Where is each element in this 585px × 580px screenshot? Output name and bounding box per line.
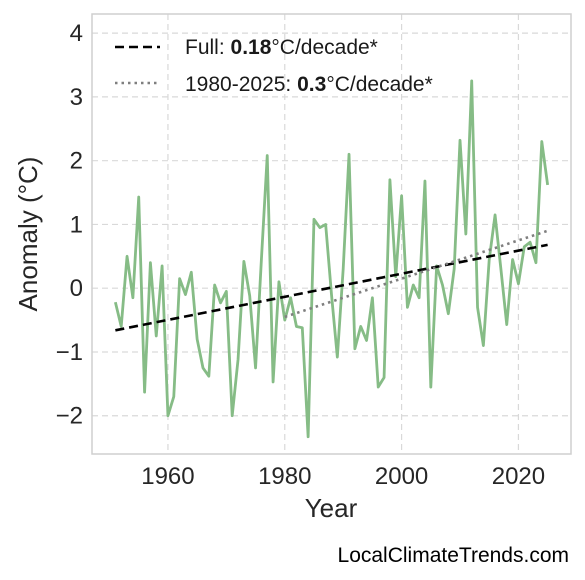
legend-recent-suffix: °C/decade* xyxy=(326,73,432,96)
y-axis-ticks: −2 −1 0 1 2 3 4 xyxy=(56,20,83,430)
grid xyxy=(92,14,571,454)
series-line-trend-recent xyxy=(284,229,549,319)
series-layer xyxy=(114,79,550,439)
x-tick-label: 1980 xyxy=(258,463,311,490)
y-axis-title: Anomaly (°C) xyxy=(13,157,43,312)
x-tick-label: 1960 xyxy=(141,463,194,490)
series-line-trend-full xyxy=(115,243,548,332)
y-tick-label: 1 xyxy=(70,211,83,238)
legend-recent-value: 0.3 xyxy=(297,73,326,96)
y-tick-label: −2 xyxy=(56,403,83,430)
plot-frame xyxy=(91,13,572,455)
y-tick-label: 0 xyxy=(70,275,83,302)
x-tick-label: 2020 xyxy=(492,463,545,490)
x-axis-title: Year xyxy=(305,493,358,523)
legend-full-value: 0.18 xyxy=(231,36,272,59)
x-axis-ticks: 1960 1980 2000 2020 xyxy=(141,463,545,490)
legend-label-full: Full: 0.18°C/decade* xyxy=(185,36,378,59)
legend: Full: 0.18°C/decade* 1980-2025: 0.3°C/de… xyxy=(115,36,433,96)
legend-recent-prefix: 1980-2025: xyxy=(185,73,297,96)
legend-full-prefix: Full: xyxy=(185,36,231,59)
series-line-annual xyxy=(114,79,550,439)
y-tick-label: −1 xyxy=(56,339,83,366)
y-tick-label: 4 xyxy=(70,20,83,47)
y-tick-label: 2 xyxy=(70,148,83,175)
legend-full-suffix: °C/decade* xyxy=(271,36,377,59)
credit-text: LocalClimateTrends.com xyxy=(337,544,569,567)
legend-label-recent: 1980-2025: 0.3°C/decade* xyxy=(185,73,433,96)
y-tick-label: 3 xyxy=(70,84,83,111)
x-tick-label: 2000 xyxy=(375,463,428,490)
